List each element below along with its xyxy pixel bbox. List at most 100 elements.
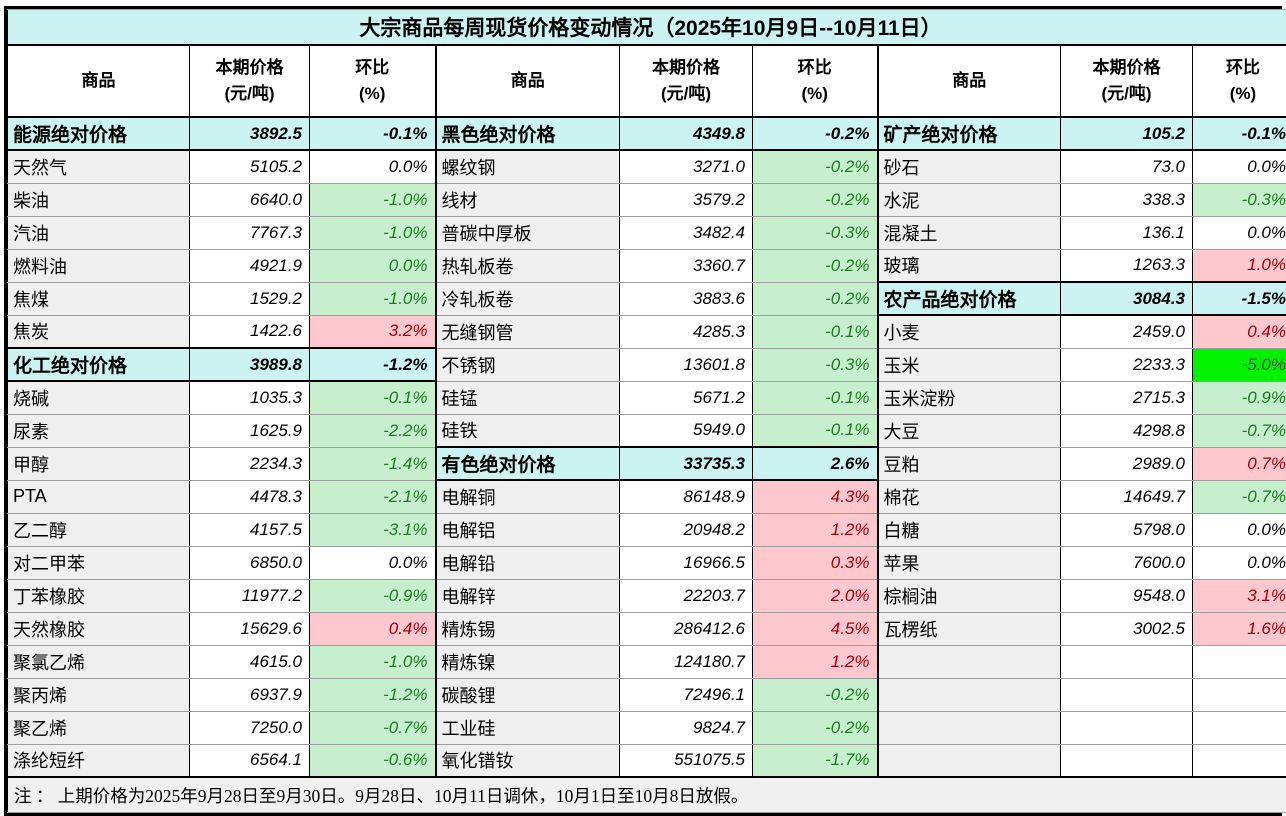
price-cell: 124180.7	[619, 644, 753, 679]
pct-change-cell: -0.7%	[1192, 479, 1286, 514]
commodity-name-cell: 燃料油	[7, 248, 190, 283]
price-cell: 7767.3	[189, 215, 310, 250]
pct-change-cell: 1.6%	[1192, 611, 1286, 646]
col-header-commodity: 商品	[434, 44, 620, 118]
pct-change-cell: 1.2%	[752, 512, 878, 547]
commodity-name-cell: 焦炭	[7, 314, 190, 349]
pct-change-cell: -0.9%	[309, 578, 436, 613]
price-cell: 86148.9	[619, 479, 753, 514]
commodity-name-cell: 螺纹钢	[434, 149, 620, 184]
price-cell: 286412.6	[619, 611, 753, 646]
commodity-name-cell: 聚丙烯	[7, 677, 190, 712]
table-row: 燃料油 4921.9 0.0% 热轧板卷 3360.7 -0.2% 玻璃 1263.3 1.0%	[7, 248, 1286, 283]
pct-change-cell: 0.0%	[1192, 215, 1286, 250]
table-row: 乙二醇 4157.5 -3.1% 电解铝 20948.2 1.2% 白糖 5798.0 0.0%	[7, 512, 1286, 547]
col-header-pct: 环比 (%)	[1192, 44, 1286, 118]
pct-change-cell: -0.7%	[309, 710, 436, 745]
commodity-name-cell: 黑色绝对价格	[434, 116, 620, 151]
table-row: 尿素 1625.9 -2.2% 硅铁 5949.0 -0.1% 大豆 4298.8 -0.7%	[7, 413, 1286, 448]
commodity-name-cell: 线材	[434, 182, 620, 217]
pct-change-cell: -0.1%	[1192, 116, 1286, 151]
commodity-name-cell: 烧碱	[7, 380, 190, 415]
pct-change-cell: 0.0%	[309, 149, 436, 184]
commodity-name-cell: 苹果	[876, 545, 1061, 580]
price-cell: 4615.0	[189, 644, 310, 679]
pct-change-cell: -1.7%	[752, 743, 878, 778]
price-cell: 5671.2	[619, 380, 753, 415]
commodity-name-cell: 天然橡胶	[7, 611, 190, 646]
commodity-name-cell	[876, 677, 1061, 712]
pct-change-cell: -0.1%	[309, 116, 436, 151]
commodity-name-cell: 甲醇	[7, 446, 190, 481]
price-cell	[1060, 710, 1193, 745]
pct-change-cell: -1.5%	[1192, 281, 1286, 316]
price-cell: 4285.3	[619, 314, 753, 349]
table-row: 能源绝对价格 3892.5 -0.1% 黑色绝对价格 4349.8 -0.2% 矿产绝对价格…	[7, 116, 1286, 151]
price-cell: 1422.6	[189, 314, 310, 349]
commodity-name-cell: 矿产绝对价格	[876, 116, 1061, 151]
price-cell: 5798.0	[1060, 512, 1193, 547]
pct-change-cell	[1192, 677, 1286, 712]
price-cell: 2989.0	[1060, 446, 1193, 481]
commodity-name-cell: 混凝土	[876, 215, 1061, 250]
price-cell: 338.3	[1060, 182, 1193, 217]
price-cell: 3360.7	[619, 248, 753, 283]
price-cell: 14649.7	[1060, 479, 1193, 514]
commodity-name-cell: PTA	[7, 479, 190, 514]
col-header-price-label: 本期价格	[652, 57, 720, 77]
pct-change-cell: 3.1%	[1192, 578, 1286, 613]
col-header-pct-unit: (%)	[359, 84, 386, 103]
price-cell: 1625.9	[189, 413, 310, 448]
commodity-name-cell	[876, 644, 1061, 679]
commodity-name-cell: 氧化镨钕	[434, 743, 620, 778]
table-row: 焦煤 1529.2 -1.0% 冷轧板卷 3883.6 -0.2% 农产品绝对价格 3084.…	[7, 281, 1286, 316]
commodity-name-cell: 热轧板卷	[434, 248, 620, 283]
pct-change-cell: 2.0%	[752, 578, 878, 613]
commodity-name-cell: 尿素	[7, 413, 190, 448]
col-header-pct-unit: (%)	[1229, 84, 1257, 103]
price-cell: 3002.5	[1060, 611, 1193, 646]
commodity-name-cell: 玉米	[876, 347, 1061, 382]
price-cell: 13601.8	[619, 347, 753, 382]
table-row: 甲醇 2234.3 -1.4% 有色绝对价格 33735.3 2.6% 豆粕 2989.0 0.…	[7, 446, 1286, 481]
commodity-name-cell: 化工绝对价格	[7, 347, 190, 382]
pct-change-cell: -0.1%	[752, 413, 878, 448]
price-cell: 6564.1	[189, 743, 310, 778]
price-cell: 7250.0	[189, 710, 310, 745]
price-cell: 551075.5	[619, 743, 753, 778]
pct-change-cell: -0.2%	[752, 182, 878, 217]
table-row: 涤纶短纤 6564.1 -0.6% 氧化镨钕 551075.5 -1.7%	[7, 743, 1286, 778]
price-cell: 2459.0	[1060, 314, 1193, 349]
commodity-name-cell: 不锈钢	[434, 347, 620, 382]
commodity-name-cell: 大豆	[876, 413, 1061, 448]
pct-change-cell: -2.2%	[309, 413, 436, 448]
commodity-name-cell: 硅铁	[434, 413, 620, 448]
table-row: 化工绝对价格 3989.8 -1.2% 不锈钢 13601.8 -0.3% 玉米 2233.3…	[7, 347, 1286, 382]
commodity-name-cell: 农产品绝对价格	[876, 281, 1061, 316]
table-title-row: 大宗商品每周现货价格变动情况（2025年10月9日--10月11日）	[7, 9, 1286, 46]
table-row: 天然气 5105.2 0.0% 螺纹钢 3271.0 -0.2% 砂石 73.0 0.0%	[7, 149, 1286, 184]
pct-change-cell: -0.2%	[752, 281, 878, 316]
price-cell: 3482.4	[619, 215, 753, 250]
pct-change-cell: 0.3%	[752, 545, 878, 580]
commodity-name-cell: 聚氯乙烯	[7, 644, 190, 679]
price-cell: 33735.3	[619, 446, 753, 481]
pct-change-cell: -0.2%	[752, 710, 878, 745]
col-header-commodity: 商品	[876, 44, 1061, 118]
commodity-name-cell: 能源绝对价格	[7, 116, 190, 151]
pct-change-cell: -0.6%	[309, 743, 436, 778]
commodity-name-cell: 乙二醇	[7, 512, 190, 547]
pct-change-cell: 4.3%	[752, 479, 878, 514]
pct-change-cell: 0.4%	[1192, 314, 1286, 349]
commodity-name-cell: 硅锰	[434, 380, 620, 415]
price-cell: 136.1	[1060, 215, 1193, 250]
price-cell: 5105.2	[189, 149, 310, 184]
price-cell: 6937.9	[189, 677, 310, 712]
pct-change-cell: -0.3%	[1192, 182, 1286, 217]
price-cell: 4298.8	[1060, 413, 1193, 448]
commodity-name-cell: 无缝钢管	[434, 314, 620, 349]
pct-change-cell: 0.0%	[309, 545, 436, 580]
col-header-pct-unit: (%)	[801, 84, 828, 103]
pct-change-cell: 1.2%	[752, 644, 878, 679]
price-cell: 5949.0	[619, 413, 753, 448]
